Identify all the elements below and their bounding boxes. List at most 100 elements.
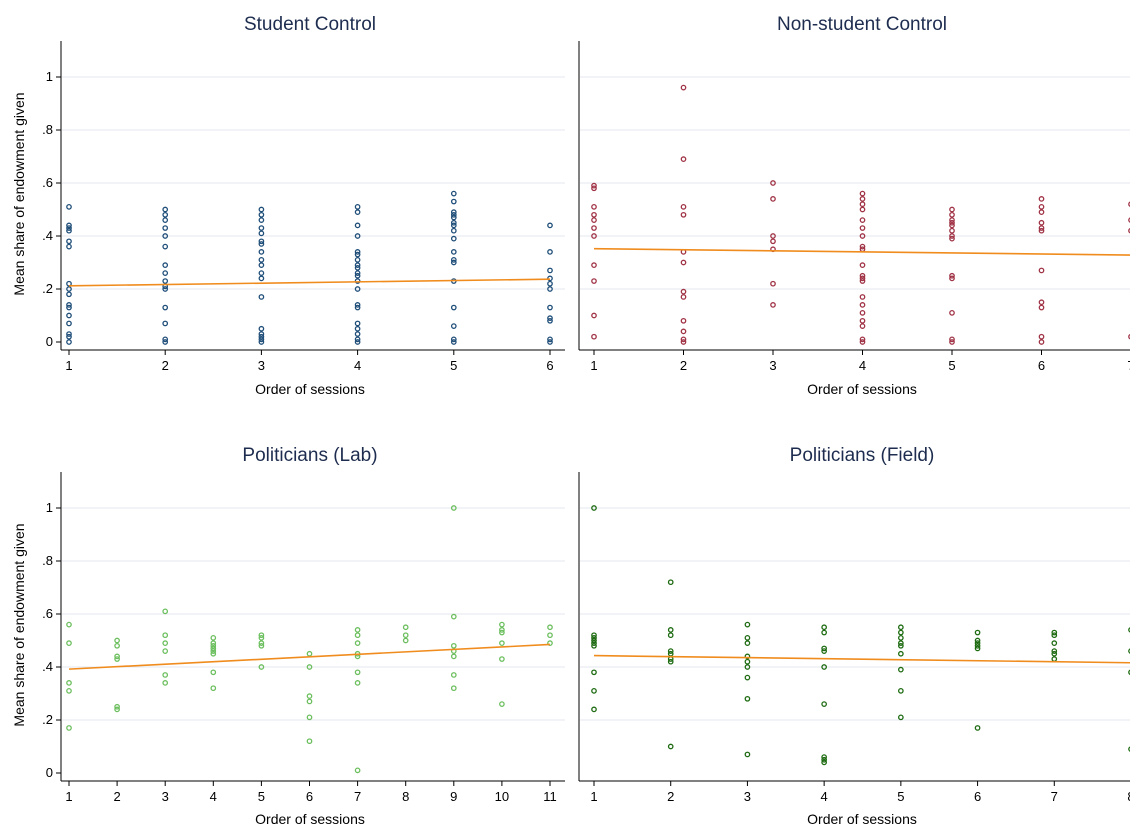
data-point	[949, 339, 955, 345]
data-point	[258, 249, 265, 255]
data-point	[306, 650, 313, 657]
data-point	[402, 624, 409, 631]
plot-area: 0 .2 .4 .6 .8 1 1 2 3 4 5 6	[42, 41, 565, 373]
data-point	[162, 608, 169, 615]
data-point	[591, 225, 597, 231]
data-point	[114, 706, 120, 713]
data-point	[1051, 632, 1058, 639]
y-tick-label: 0	[46, 765, 53, 780]
data-point	[547, 624, 553, 631]
data-point	[1128, 228, 1130, 234]
data-point	[1051, 648, 1058, 654]
data-point	[499, 627, 505, 633]
data-point	[667, 743, 674, 750]
data-point	[354, 632, 361, 639]
data-point	[114, 656, 120, 662]
fitted-line	[68, 643, 551, 670]
data-point	[1128, 648, 1130, 654]
data-point	[450, 505, 457, 511]
x-tick-label: 5	[948, 358, 955, 373]
data-point	[591, 278, 597, 284]
x-tick-label: 4	[354, 358, 361, 373]
data-point	[949, 211, 955, 218]
data-point	[354, 320, 361, 327]
data-point	[258, 230, 265, 237]
data-point	[162, 680, 169, 686]
data-point	[162, 233, 169, 239]
data-point	[162, 225, 169, 231]
data-point	[591, 706, 597, 713]
x-tick-label: 8	[1127, 789, 1130, 804]
data-point	[450, 256, 457, 263]
x-tick-label: 8	[402, 789, 409, 804]
data-point	[66, 225, 72, 231]
data-point	[499, 621, 505, 628]
y-tick-label: .8	[42, 122, 53, 137]
data-point	[162, 278, 169, 284]
data-point	[821, 759, 827, 766]
data-point	[258, 632, 265, 639]
y-tick-label: .4	[42, 228, 53, 243]
y-tick-label: .4	[42, 659, 53, 674]
chart-svg: Student Control Mean share of endowment …	[11, 14, 565, 397]
data-point	[744, 658, 751, 665]
data-point	[450, 227, 457, 234]
data-point	[680, 259, 687, 266]
chart-svg: Non-student Control Order of sessions 1 2…	[578, 14, 1130, 397]
data-point	[1038, 333, 1045, 340]
data-point	[162, 262, 169, 268]
data-point	[354, 209, 361, 215]
data-point	[450, 336, 457, 343]
fitted-line	[593, 654, 1130, 664]
data-point	[450, 198, 457, 205]
data-point	[974, 629, 981, 636]
data-point	[210, 648, 217, 654]
y-tick-label: .6	[42, 606, 53, 621]
data-point	[974, 645, 981, 652]
data-point	[591, 687, 597, 694]
data-point	[667, 627, 674, 633]
data-point	[898, 666, 904, 673]
x-tick-label: 1	[65, 789, 72, 804]
data-point	[450, 259, 457, 266]
data-point	[744, 751, 751, 758]
data-point	[162, 336, 169, 343]
y-tick-label: 1	[46, 500, 53, 515]
data-point	[450, 209, 457, 215]
data-point	[680, 317, 687, 324]
y-axis-label: Mean share of endowment given	[11, 92, 27, 295]
data-point	[258, 336, 265, 343]
data-point	[66, 312, 72, 319]
data-point	[306, 698, 313, 705]
data-point	[258, 333, 265, 340]
data-point	[744, 664, 751, 670]
data-point	[306, 664, 313, 670]
fitted-line	[593, 247, 1130, 256]
data-point	[547, 304, 553, 311]
data-point	[258, 640, 265, 646]
data-point	[591, 333, 597, 340]
data-point	[859, 201, 866, 208]
data-point	[66, 687, 72, 694]
data-point	[114, 637, 120, 644]
data-point	[770, 233, 776, 239]
data-point	[859, 262, 866, 268]
data-point	[354, 249, 361, 255]
data-point	[859, 309, 866, 316]
data-point	[66, 725, 72, 731]
data-point	[162, 270, 169, 276]
data-point	[162, 632, 169, 639]
data-point	[949, 227, 955, 234]
chart-panel-politicians-field: Politicians (Field) Order of sessions 1 2…	[565, 414, 1130, 828]
data-point	[1038, 196, 1045, 202]
data-point	[402, 632, 409, 639]
data-point	[210, 642, 217, 649]
data-point	[354, 339, 361, 345]
data-point	[114, 703, 120, 710]
data-point	[354, 222, 361, 229]
x-tick-label: 6	[306, 789, 313, 804]
data-point	[258, 270, 265, 276]
data-point	[354, 286, 361, 292]
data-point	[450, 219, 457, 226]
data-point	[1038, 225, 1045, 231]
